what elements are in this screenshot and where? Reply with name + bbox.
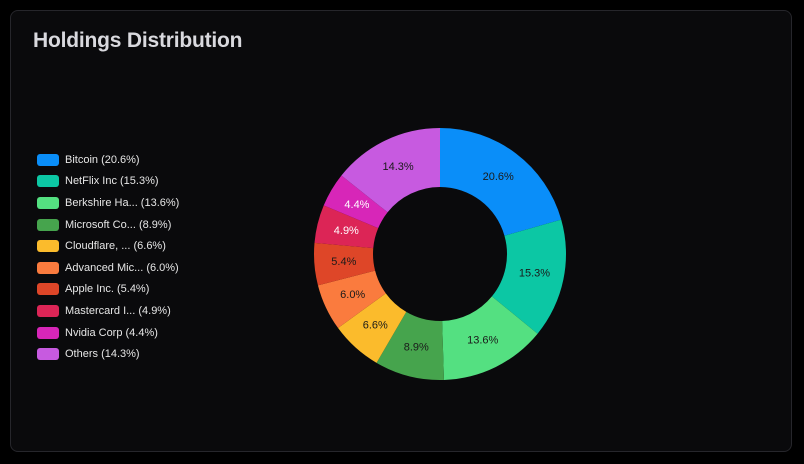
- legend-swatch: [37, 175, 59, 188]
- legend-item[interactable]: Mastercard I... (4.9%): [37, 300, 179, 322]
- legend-item[interactable]: Others (14.3%): [37, 343, 179, 365]
- legend-swatch: [37, 261, 59, 274]
- slice-label: 4.4%: [344, 199, 369, 211]
- legend-item[interactable]: Nvidia Corp (4.4%): [37, 322, 179, 344]
- legend-swatch: [37, 304, 59, 317]
- slice-label: 5.4%: [331, 256, 356, 268]
- legend-label: Microsoft Co... (8.9%): [65, 218, 172, 231]
- slice-label: 14.3%: [382, 161, 413, 173]
- legend-label: Advanced Mic... (6.0%): [65, 261, 179, 274]
- donut-slice[interactable]: [442, 296, 538, 380]
- slice-label: 8.9%: [404, 342, 429, 354]
- legend-item[interactable]: Berkshire Ha... (13.6%): [37, 192, 179, 214]
- legend-label: Others (14.3%): [65, 348, 140, 361]
- legend-swatch: [37, 153, 59, 166]
- card-title: Holdings Distribution: [33, 29, 243, 52]
- holdings-donut-chart: 20.6% 15.3% 13.6% 8.9% 6.6% 6.0% 5.4% 4.9% 4.4% 1…: [313, 128, 566, 381]
- legend-label: Nvidia Corp (4.4%): [65, 326, 158, 339]
- holdings-distribution-card: Holdings Distribution Bitcoin (20.6%) Net…: [10, 10, 792, 452]
- slice-label: 13.6%: [467, 335, 498, 347]
- donut-slice[interactable]: [314, 205, 379, 249]
- legend-label: NetFlix Inc (15.3%): [65, 175, 159, 188]
- donut-slice[interactable]: [376, 311, 444, 381]
- slice-label: 15.3%: [519, 268, 550, 280]
- legend-label: Mastercard I... (4.9%): [65, 304, 171, 317]
- legend-label: Cloudflare, ... (6.6%): [65, 240, 166, 253]
- legend-item[interactable]: Cloudflare, ... (6.6%): [37, 235, 179, 257]
- legend-item[interactable]: Bitcoin (20.6%): [37, 149, 179, 171]
- donut-slice[interactable]: [313, 242, 376, 286]
- donut-slice[interactable]: [317, 270, 386, 329]
- legend-label: Bitcoin (20.6%): [65, 153, 140, 166]
- legend-swatch: [37, 196, 59, 209]
- donut-slice[interactable]: [491, 219, 566, 334]
- legend-item[interactable]: NetFlix Inc (15.3%): [37, 171, 179, 193]
- donut-slice[interactable]: [338, 293, 407, 363]
- legend-swatch: [37, 283, 59, 296]
- legend-label: Berkshire Ha... (13.6%): [65, 196, 180, 209]
- legend-item[interactable]: Advanced Mic... (6.0%): [37, 257, 179, 279]
- legend-swatch: [37, 326, 59, 339]
- donut-slice[interactable]: [440, 128, 562, 236]
- legend-label: Apple Inc. (5.4%): [65, 283, 150, 296]
- donut-slice[interactable]: [323, 175, 388, 229]
- slice-label: 6.0%: [340, 289, 365, 301]
- legend-item[interactable]: Apple Inc. (5.4%): [37, 279, 179, 301]
- legend-item[interactable]: Microsoft Co... (8.9%): [37, 214, 179, 236]
- legend-swatch: [37, 348, 59, 361]
- slice-label: 20.6%: [483, 171, 514, 183]
- slice-label: 6.6%: [363, 320, 388, 332]
- legend-swatch: [37, 240, 59, 253]
- slice-label: 4.9%: [334, 225, 359, 237]
- donut-slice[interactable]: [341, 128, 440, 213]
- legend-swatch: [37, 218, 59, 231]
- chart-legend: Bitcoin (20.6%) NetFlix Inc (15.3%) Berksh…: [37, 149, 179, 365]
